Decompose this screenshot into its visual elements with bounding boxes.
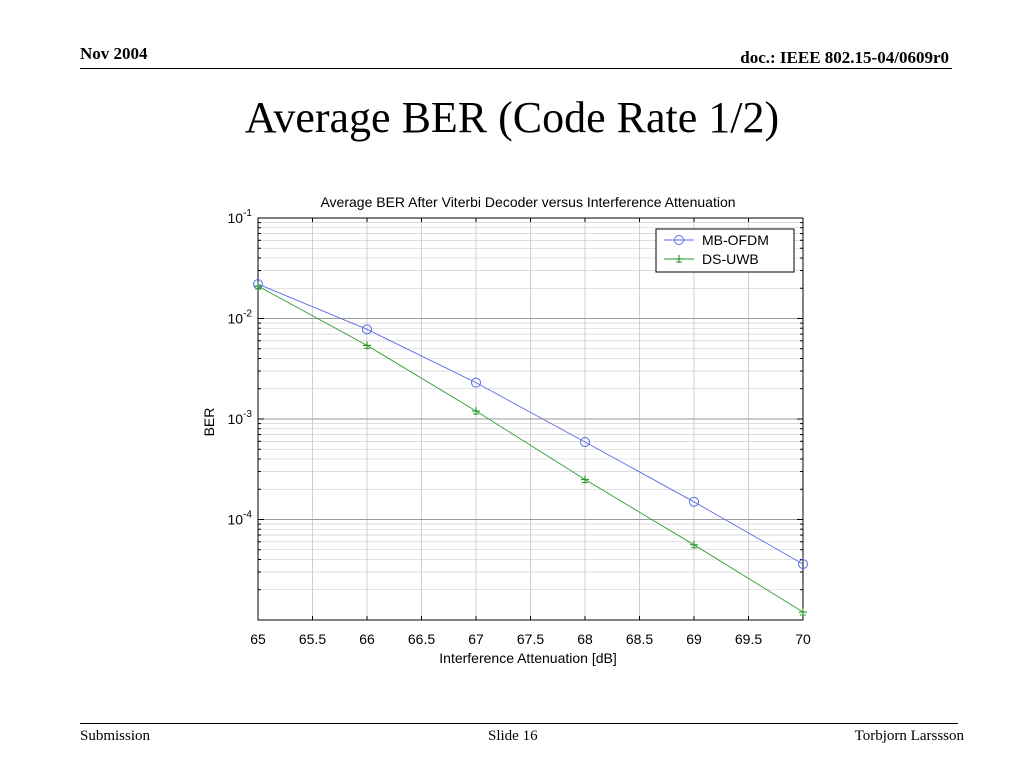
legend-label-mb-ofdm: MB-OFDM xyxy=(702,232,769,248)
data-point-mb-ofdm xyxy=(798,559,808,570)
y-tick-label: 10-2 xyxy=(228,309,253,327)
series-line-ds-uwb xyxy=(257,285,804,613)
ber-chart: Average BER After Viterbi Decoder versus… xyxy=(201,194,811,666)
data-point-mb-ofdm xyxy=(689,496,699,507)
slide-title: Average BER (Code Rate 1/2) xyxy=(244,93,780,142)
footer-rule xyxy=(80,723,958,724)
y-axis-label: BER xyxy=(201,408,217,437)
x-tick-label: 68 xyxy=(577,631,593,647)
x-tick-label: 70 xyxy=(795,631,811,647)
data-point-mb-ofdm xyxy=(580,437,590,448)
legend-marker-ds-uwb xyxy=(675,255,683,263)
axis-ticks xyxy=(257,218,804,621)
series-line-mb-ofdm xyxy=(257,283,804,565)
legend-box xyxy=(655,228,795,273)
data-point-ds-uwb xyxy=(581,475,589,484)
x-tick-label: 65 xyxy=(250,631,266,647)
x-tick-label: 66 xyxy=(359,631,375,647)
x-tick-label: 67.5 xyxy=(517,631,544,647)
header-doc-id: doc.: IEEE 802.15-04/0609r0 xyxy=(740,48,949,67)
legend: MB-OFDM DS-UWB xyxy=(655,228,795,273)
series-layer xyxy=(253,279,808,617)
chart-title: Average BER After Viterbi Decoder versus… xyxy=(320,194,735,210)
data-point-ds-uwb xyxy=(363,341,371,350)
grid xyxy=(257,217,804,621)
data-point-ds-uwb xyxy=(254,282,262,291)
header-rule xyxy=(80,68,952,69)
y-tick-labels: 10-1 10-2 10-3 10-4 xyxy=(228,208,253,528)
x-tick-label: 67 xyxy=(468,631,484,647)
x-axis-label: Interference Attenuation [dB] xyxy=(439,650,616,666)
y-tick-label: 10-3 xyxy=(228,409,253,427)
x-tick-label: 65.5 xyxy=(299,631,326,647)
data-point-ds-uwb xyxy=(472,407,480,416)
footer-author: Torbjorn Larssson xyxy=(854,728,964,744)
data-point-ds-uwb xyxy=(690,540,698,549)
x-tick-label: 69.5 xyxy=(735,631,762,647)
legend-label-ds-uwb: DS-UWB xyxy=(702,251,759,267)
x-tick-label: 69 xyxy=(686,631,702,647)
data-point-mb-ofdm xyxy=(362,324,372,335)
x-tick-label: 68.5 xyxy=(626,631,653,647)
data-point-mb-ofdm xyxy=(471,377,481,388)
footer-submission: Submission xyxy=(80,728,151,744)
footer-slide-number: Slide 16 xyxy=(488,728,538,744)
x-tick-label: 66.5 xyxy=(408,631,435,647)
header-date: Nov 2004 xyxy=(80,44,148,63)
legend-entries: MB-OFDM DS-UWB xyxy=(664,232,769,267)
data-point-ds-uwb xyxy=(799,608,807,617)
y-tick-label: 10-4 xyxy=(228,510,253,528)
legend-marker-mb-ofdm xyxy=(674,235,684,245)
y-tick-label: 10-1 xyxy=(228,208,253,226)
x-tick-labels: 65 65.5 66 66.5 67 67.5 68 68.5 69 69.5 70 xyxy=(250,631,811,647)
